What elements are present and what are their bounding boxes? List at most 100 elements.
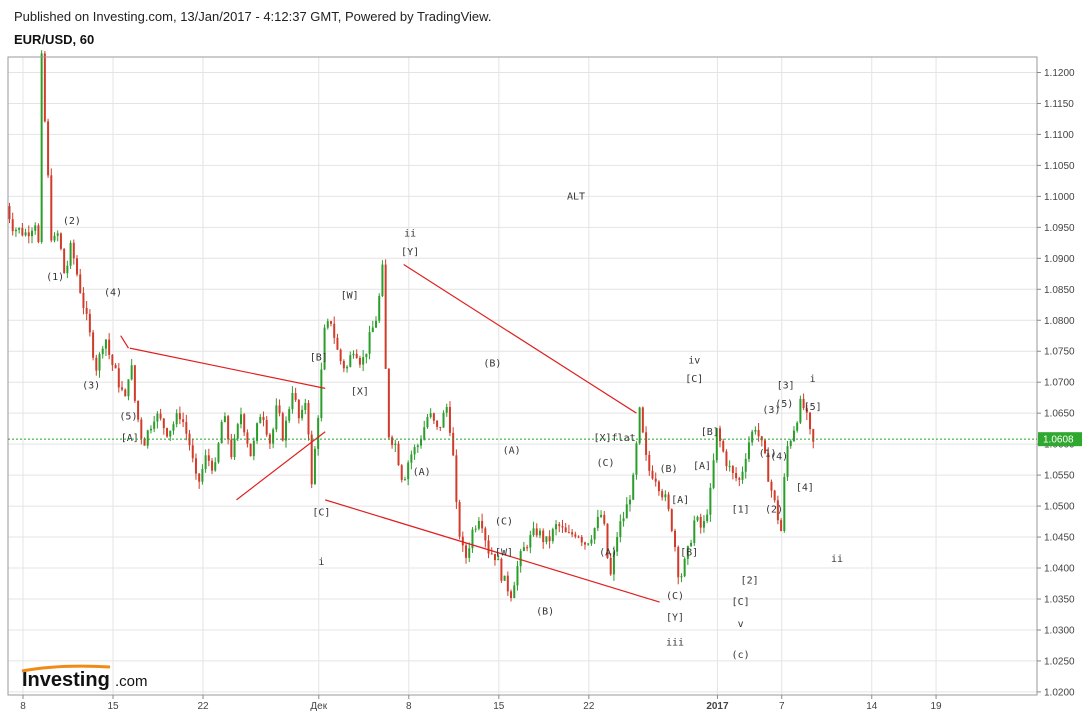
- wave-label: [1]: [732, 504, 750, 515]
- candle-body: [545, 536, 548, 543]
- candle-body: [265, 420, 268, 435]
- symbol-title: EUR/USD, 60: [14, 32, 95, 47]
- candle-body: [535, 528, 538, 536]
- wave-label: (C): [597, 458, 615, 469]
- wave-label: (B): [660, 464, 678, 475]
- candle-body: [702, 521, 705, 528]
- candle-body: [735, 473, 738, 479]
- candle-body: [574, 534, 577, 537]
- candle-body: [211, 460, 214, 471]
- candle-body: [538, 530, 541, 536]
- price-axis: 1.1200 1.1150 1.1100 1.1050 1.1000 1.0950 1.09…: [1037, 68, 1075, 698]
- candle-body: [583, 542, 586, 545]
- candle-body: [40, 53, 43, 243]
- candle-body: [751, 431, 754, 443]
- x-tick-label: 22: [583, 701, 595, 712]
- candle-body: [297, 399, 300, 419]
- candle-body: [812, 429, 815, 442]
- candle-body: [233, 438, 236, 458]
- candle-body: [387, 368, 390, 438]
- candle-body: [677, 547, 680, 578]
- candle-body: [304, 403, 307, 410]
- x-tick-label: 15: [493, 701, 505, 712]
- candle-body: [783, 476, 786, 532]
- candle-body: [680, 576, 683, 578]
- candle-body: [609, 557, 612, 575]
- wave-label: [A]: [121, 433, 139, 444]
- candle-body: [156, 413, 159, 422]
- candle-body: [754, 430, 757, 432]
- candle-body: [686, 546, 689, 559]
- wave-label: ALT: [567, 191, 585, 202]
- trendline: [403, 263, 637, 414]
- x-tick-label: 15: [107, 701, 119, 712]
- wave-label: [C]: [312, 507, 330, 518]
- candle-body: [767, 453, 770, 482]
- candle-body: [21, 227, 24, 236]
- candle-body: [326, 321, 329, 328]
- wave-label: i: [810, 374, 816, 385]
- candle-body: [497, 558, 500, 561]
- wave-label: (1): [46, 272, 64, 283]
- candle-body: [378, 296, 381, 321]
- x-tick-label: 8: [406, 701, 412, 712]
- candle-body: [407, 462, 410, 480]
- y-tick-label: 1.0350: [1044, 594, 1075, 605]
- candle-body: [34, 225, 37, 231]
- candles: [8, 50, 815, 602]
- wave-label: i: [318, 557, 324, 568]
- x-tick-label: 2017: [706, 701, 729, 712]
- candle-body: [448, 407, 451, 433]
- candle-body: [288, 409, 291, 421]
- candle-body: [114, 365, 117, 369]
- candle-body: [699, 516, 702, 528]
- current-price-value: 1.0608: [1043, 435, 1074, 446]
- candle-body: [468, 548, 471, 558]
- candle-body: [166, 428, 169, 437]
- candle-body: [416, 445, 419, 448]
- wave-label: (3): [762, 405, 780, 416]
- candle-body: [323, 327, 326, 370]
- candle-body: [532, 528, 535, 536]
- candle-body: [243, 414, 246, 433]
- candle-body: [780, 520, 783, 532]
- candle-body: [368, 332, 371, 354]
- candle-body: [461, 536, 464, 546]
- x-tick-label: 7: [779, 701, 785, 712]
- candle-body: [603, 514, 606, 524]
- wave-label: (2): [63, 216, 81, 227]
- y-tick-label: 1.0850: [1044, 285, 1075, 296]
- candle-body: [339, 349, 342, 362]
- wave-label: [2]: [741, 576, 759, 587]
- candle-body: [526, 547, 529, 549]
- candle-body: [204, 455, 207, 470]
- investing-logo: Investing .com: [21, 664, 148, 691]
- candle-body: [291, 393, 294, 410]
- candle-body: [423, 427, 426, 440]
- candle-body: [648, 454, 651, 471]
- candle-body: [281, 413, 284, 441]
- candle-body: [194, 458, 197, 474]
- candle-body: [651, 470, 654, 479]
- candle-body: [799, 398, 802, 423]
- candle-body: [66, 265, 69, 274]
- candle-body: [272, 429, 275, 444]
- candle-body: [310, 434, 313, 485]
- published-caption: Published on Investing.com, 13/Jan/2017 …: [14, 9, 492, 24]
- y-tick-label: 1.0900: [1044, 254, 1075, 265]
- y-tick-label: 1.1200: [1044, 68, 1075, 79]
- candle-body: [513, 585, 516, 598]
- candle-body: [82, 292, 85, 308]
- y-tick-label: 1.0650: [1044, 409, 1075, 420]
- candle-body: [275, 405, 278, 430]
- candle-body: [667, 494, 670, 510]
- candle-body: [307, 403, 310, 435]
- candle-body: [452, 432, 455, 456]
- candle-body: [278, 405, 281, 414]
- candle-body: [329, 321, 332, 324]
- candle-body: [214, 462, 217, 471]
- y-tick-label: 1.0250: [1044, 656, 1075, 667]
- candle-body: [728, 466, 731, 468]
- candle-body: [802, 398, 805, 409]
